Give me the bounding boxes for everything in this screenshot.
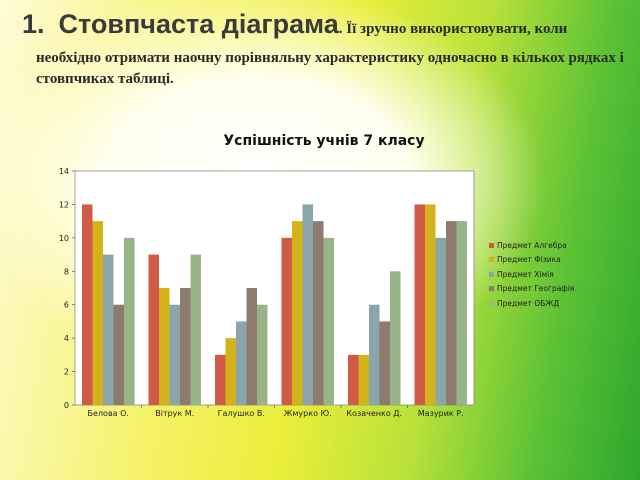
bar [113, 304, 124, 405]
legend-item: Предмет Фізика [489, 253, 574, 268]
bar [236, 321, 247, 405]
bar [82, 204, 93, 405]
x-tick-label: Козаченко Д. [346, 409, 402, 418]
bar [169, 304, 180, 405]
y-tick-label: 6 [64, 301, 69, 310]
bar [190, 254, 201, 405]
legend-label: Предмет ОБЖД [497, 298, 560, 308]
legend-label: Предмет Хімія [497, 269, 554, 279]
heading-title: Стовпчаста діаграма [58, 9, 339, 39]
bar [257, 304, 268, 405]
bar [313, 221, 324, 405]
bar [302, 204, 313, 405]
bar [292, 221, 303, 405]
x-tick-label: Галушко В. [218, 409, 265, 418]
legend-item: Предмет Алгебра [489, 238, 574, 253]
bar [369, 304, 380, 405]
bar [124, 237, 135, 405]
heading-tail: . Її зручно використовувати, коли [338, 21, 568, 37]
bar [456, 221, 467, 405]
x-tick-label: Вітрук М. [155, 409, 194, 418]
legend-item: Предмет Хімія [489, 267, 574, 282]
bar [159, 288, 170, 405]
bar [348, 354, 359, 405]
y-tick-label: 4 [64, 334, 69, 343]
y-tick-label: 2 [64, 368, 69, 377]
legend-label: Предмет Алгебра [497, 240, 567, 250]
x-tick-label: Жмурко Ю. [284, 409, 332, 418]
bar [148, 254, 159, 405]
bar [323, 237, 334, 405]
bar [435, 237, 446, 405]
y-tick-label: 14 [59, 167, 69, 176]
legend-swatch [489, 242, 494, 248]
y-tick-label: 0 [64, 401, 69, 410]
x-tick-label: Белова О. [88, 409, 129, 418]
bar [425, 204, 436, 405]
chart-title: Успішність учнів 7 класу [223, 133, 425, 149]
bar [446, 221, 457, 405]
bar [379, 321, 390, 405]
plot-area [74, 170, 475, 406]
y-tick-label: 10 [59, 234, 69, 243]
y-tick-label: 8 [64, 267, 69, 276]
legend-label: Предмет Географія [497, 284, 575, 294]
slide-heading: 1. Стовпчаста діаграма . Її зручно викор… [22, 9, 624, 90]
bar [103, 254, 114, 405]
bar [281, 237, 292, 405]
bar [414, 204, 425, 405]
heading-number: 1. [22, 9, 45, 39]
legend-swatch [489, 271, 494, 277]
heading-paragraph: необхідно отримати наочну порівняльну ха… [36, 50, 624, 87]
bar [225, 338, 236, 405]
bar [358, 354, 369, 405]
chart-legend: Предмет Алгебра Предмет Фізика Предмет Хім… [489, 238, 574, 311]
legend-item: Предмет Географія [489, 282, 574, 297]
bar [92, 221, 103, 405]
x-tick-label: Мазурик Р. [418, 409, 464, 418]
legend-item: Предмет ОБЖД [489, 296, 574, 311]
legend-swatch [489, 300, 494, 306]
bar [246, 288, 257, 405]
legend-swatch [489, 257, 494, 263]
legend-swatch [489, 286, 494, 292]
y-tick-label: 12 [59, 200, 69, 209]
bar [215, 354, 226, 405]
legend-label: Предмет Фізика [497, 255, 561, 265]
bar [180, 288, 191, 405]
bar [390, 271, 401, 405]
